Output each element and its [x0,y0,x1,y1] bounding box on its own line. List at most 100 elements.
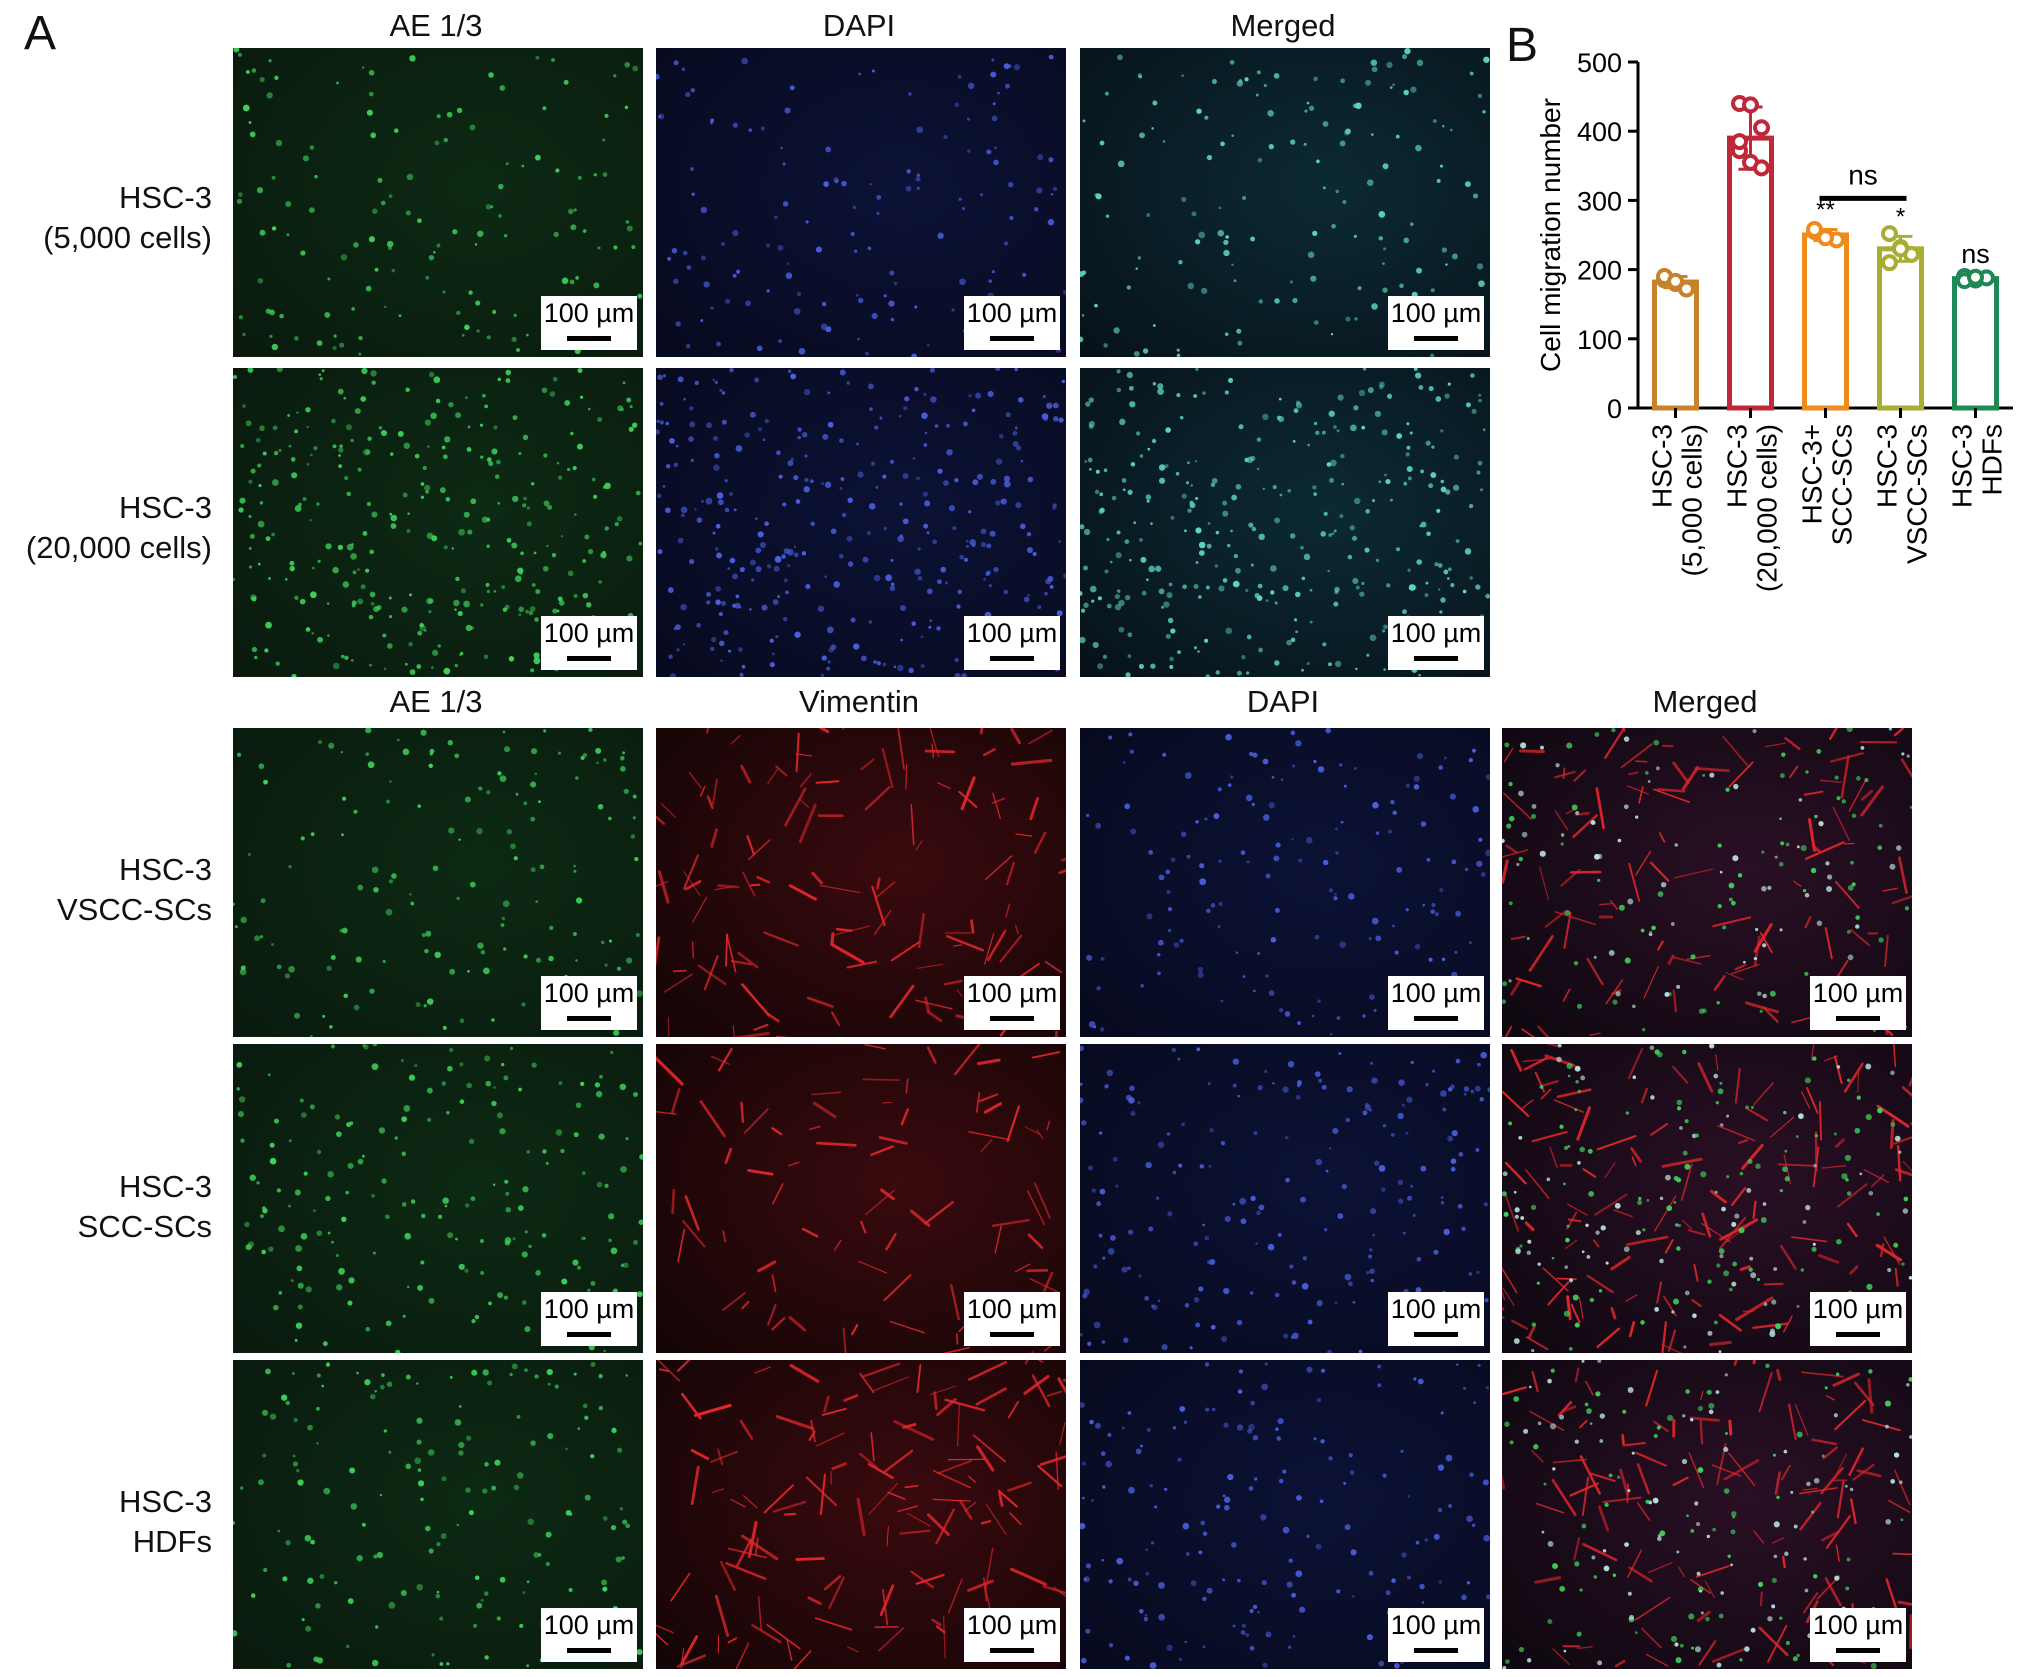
x-tick-label-line2: SCC-SCs [1827,424,1858,545]
x-tick-label-line1: HSC-3 [1947,424,1978,508]
scale-bar-label: 100 µm [543,1294,635,1324]
micrograph-merged-vscc: 100 µm [1502,728,1912,1037]
row-label-line2: SCC-SCs [77,1209,212,1244]
scale-bar: 100 µm [1388,1292,1484,1346]
data-point [1753,119,1770,137]
micrograph-merged-scc: 100 µm [1502,1044,1912,1353]
scale-bar: 100 µm [541,616,637,670]
bottom-header-vimentin: Vimentin [798,684,920,719]
scale-bar: 100 µm [1388,976,1484,1030]
micrograph-ae13-vscc: 100 µm [233,728,643,1037]
x-tick-label: HSC-3 (20,000 cells) [1722,424,1783,592]
scale-bar-line [990,1648,1034,1653]
scale-bar-line [1414,1016,1458,1021]
scale-bar-line [567,1016,611,1021]
bottom-header-ae13: AE 1/3 [389,684,483,719]
scale-bar: 100 µm [964,616,1060,670]
scale-bar: 100 µm [964,976,1060,1030]
y-tick-label: 100 [1577,325,1622,355]
scale-bar-line [1414,656,1458,661]
x-tick-label-line1: HSC-3+ [1797,424,1828,524]
bar [1952,276,1999,411]
data-point [1892,240,1909,258]
top-row-label-2: HSC-3 (20,000 cells) [12,488,212,568]
x-tick-label-line2: HDFs [1977,424,2008,496]
scale-bar-line [1414,1332,1458,1337]
scale-bar: 100 µm [1810,976,1906,1030]
scale-bar-label: 100 µm [966,978,1058,1008]
scale-bar: 100 µm [541,1608,637,1662]
top-row-label-1: HSC-3 (5,000 cells) [12,178,212,258]
x-tick-label-line1: HSC-3 [1872,424,1903,508]
bottom-row-label-2: HSC-3 SCC-SCs [12,1167,212,1247]
bar [1802,232,1849,411]
top-header-merged: Merged [1230,8,1336,43]
y-tick-label: 500 [1577,48,1622,78]
data-point [1881,225,1898,243]
micrograph-dapi-5000: 100 µm [656,48,1066,357]
row-label-line1: HSC-3 [118,1169,212,1204]
data-point [1742,96,1759,114]
scale-bar: 100 µm [1388,616,1484,670]
row-label-line1: HSC-3 [118,852,212,887]
bottom-row-label-3: HSC-3 HDFs [12,1482,212,1562]
y-tick-label: 0 [1607,394,1622,424]
significance-label: ** [1816,196,1835,223]
micrograph-vimentin-hdf: 100 µm [656,1360,1066,1669]
bottom-header-merged: Merged [1652,684,1758,719]
scale-bar-line [1414,1648,1458,1653]
scale-bar-line [1836,1648,1880,1653]
scale-bar: 100 µm [964,1292,1060,1346]
scale-bar-line [990,1332,1034,1337]
bar [1727,135,1774,411]
scale-bar-line [1836,1332,1880,1337]
scale-bar: 100 µm [964,1608,1060,1662]
micrograph-ae13-hdf: 100 µm [233,1360,643,1669]
row-label-line2: VSCC-SCs [56,892,212,927]
cell-migration-bar-chart: 0 100 200 300 400 500 Cell migration number HSC… [1535,48,2013,592]
scale-bar-label: 100 µm [543,298,635,328]
scale-bar-label: 100 µm [1812,978,1904,1008]
scale-bar-line [990,1016,1034,1021]
micrograph-merged-20000: 100 µm [1080,368,1490,677]
micrograph-dapi-scc: 100 µm [1080,1044,1490,1353]
row-label-line2: (20,000 cells) [25,530,212,565]
scale-bar-label: 100 µm [966,1294,1058,1324]
row-label-line1: HSC-3 [118,490,212,525]
scale-bar-label: 100 µm [1390,1610,1482,1640]
scale-bar: 100 µm [541,296,637,350]
top-header-ae13: AE 1/3 [389,8,483,43]
data-point [1731,133,1748,151]
scale-bar-line [567,1648,611,1653]
data-point [1806,220,1823,238]
micrograph-dapi-20000: 100 µm [656,368,1066,677]
scale-bar: 100 µm [541,976,637,1030]
x-tick-label-line2: VSCC-SCs [1902,424,1933,564]
scale-bar-label: 100 µm [966,1610,1058,1640]
top-header-dapi: DAPI [822,8,896,43]
data-point [1753,159,1770,177]
scale-bar-line [567,656,611,661]
x-tick-label: HSC-3+ SCC-SCs [1797,424,1858,545]
data-point [1817,229,1834,247]
x-tick-label-line2: (20,000 cells) [1752,424,1783,592]
bottom-row-label-1: HSC-3 VSCC-SCs [12,850,212,930]
x-tick-label: HSC-3 (5,000 cells) [1647,424,1708,577]
bar [1652,279,1699,411]
scale-bar-line [1836,1016,1880,1021]
scale-bar-label: 100 µm [966,298,1058,328]
x-tick-label-line1: HSC-3 [1722,424,1753,508]
bar [1877,246,1924,411]
micrograph-merged-5000: 100 µm [1080,48,1490,357]
y-axis-label: Cell migration number [1535,98,1566,372]
y-tick-label: 300 [1577,186,1622,216]
scale-bar: 100 µm [1810,1292,1906,1346]
row-label-line2: HDFs [132,1524,212,1559]
micrograph-merged-hdf: 100 µm [1502,1360,1912,1669]
panel-label-b: B [1506,19,1539,72]
scale-bar-line [567,336,611,341]
micrograph-dapi-vscc: 100 µm [1080,728,1490,1037]
scale-bar: 100 µm [964,296,1060,350]
micrograph-dapi-hdf: 100 µm [1080,1360,1490,1669]
scale-bar-label: 100 µm [543,978,635,1008]
